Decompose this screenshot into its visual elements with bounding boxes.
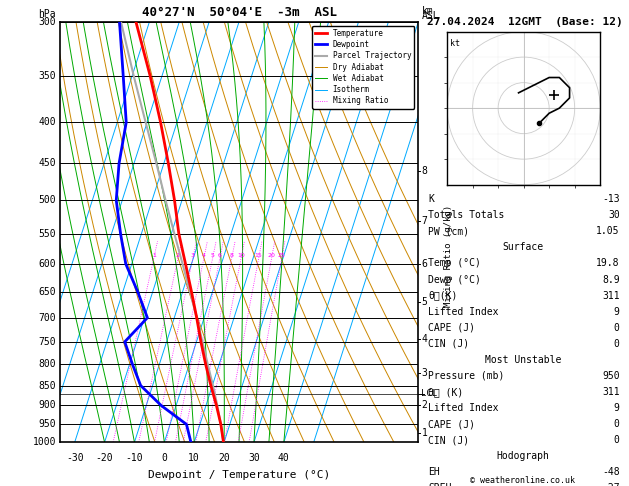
Text: 1: 1	[152, 253, 156, 258]
Text: 350: 350	[38, 70, 56, 81]
Text: 27.04.2024  12GMT  (Base: 12): 27.04.2024 12GMT (Base: 12)	[427, 17, 623, 27]
Text: 20: 20	[268, 253, 276, 258]
Text: 25: 25	[278, 253, 286, 258]
Text: 0: 0	[614, 339, 620, 349]
Text: 15: 15	[255, 253, 262, 258]
Text: K: K	[428, 194, 434, 204]
Text: 950: 950	[38, 419, 56, 429]
Text: 1.05: 1.05	[596, 226, 620, 236]
Text: Lifted Index: Lifted Index	[428, 307, 499, 317]
Text: 10: 10	[188, 453, 200, 463]
Text: CAPE (J): CAPE (J)	[428, 323, 476, 333]
Text: 5: 5	[421, 297, 427, 308]
Text: -20: -20	[96, 453, 113, 463]
Text: CIN (J): CIN (J)	[428, 435, 469, 445]
Text: 450: 450	[38, 158, 56, 169]
Text: -10: -10	[126, 453, 143, 463]
Text: 3: 3	[421, 368, 427, 378]
Text: 900: 900	[38, 400, 56, 411]
Text: 40: 40	[278, 453, 290, 463]
Text: 950: 950	[602, 371, 620, 381]
Text: 650: 650	[38, 287, 56, 297]
Text: hPa: hPa	[38, 9, 56, 19]
Text: EH: EH	[428, 467, 440, 477]
Text: 800: 800	[38, 359, 56, 369]
Text: 9: 9	[614, 403, 620, 413]
Text: 0: 0	[162, 453, 167, 463]
Text: Pressure (mb): Pressure (mb)	[428, 371, 505, 381]
Text: -27: -27	[602, 484, 620, 486]
Text: 0: 0	[614, 435, 620, 445]
Text: 10: 10	[237, 253, 245, 258]
Text: 9: 9	[614, 307, 620, 317]
Text: 300: 300	[38, 17, 56, 27]
Text: 750: 750	[38, 337, 56, 347]
Text: Lifted Index: Lifted Index	[428, 403, 499, 413]
Text: Dewpoint / Temperature (°C): Dewpoint / Temperature (°C)	[148, 469, 330, 480]
Text: 30: 30	[248, 453, 260, 463]
Text: 311: 311	[602, 291, 620, 300]
Text: LCL: LCL	[421, 389, 438, 398]
Text: SREH: SREH	[428, 484, 452, 486]
Text: PW (cm): PW (cm)	[428, 226, 469, 236]
Text: Mixing Ratio (g/kg): Mixing Ratio (g/kg)	[444, 205, 453, 308]
Text: 8.9: 8.9	[602, 275, 620, 284]
Text: 700: 700	[38, 312, 56, 323]
Text: 311: 311	[602, 387, 620, 397]
Text: 3: 3	[191, 253, 195, 258]
Text: Temp (°C): Temp (°C)	[428, 259, 481, 268]
Text: 1000: 1000	[33, 437, 56, 447]
Text: CIN (J): CIN (J)	[428, 339, 469, 349]
Text: 20: 20	[218, 453, 230, 463]
Text: 600: 600	[38, 259, 56, 269]
Title: 40°27'N  50°04'E  -3m  ASL: 40°27'N 50°04'E -3m ASL	[142, 6, 337, 19]
Text: 4: 4	[421, 334, 427, 345]
Text: 500: 500	[38, 195, 56, 205]
Text: km: km	[421, 6, 433, 16]
Text: 1: 1	[421, 429, 427, 438]
Text: © weatheronline.co.uk: © weatheronline.co.uk	[470, 475, 574, 485]
Text: Most Unstable: Most Unstable	[485, 355, 561, 365]
Text: Dewp (°C): Dewp (°C)	[428, 275, 481, 284]
Text: -13: -13	[602, 194, 620, 204]
Text: 400: 400	[38, 117, 56, 127]
Text: 0: 0	[614, 419, 620, 429]
Text: 19.8: 19.8	[596, 259, 620, 268]
Text: 5: 5	[211, 253, 214, 258]
Text: 2: 2	[176, 253, 180, 258]
Text: Hodograph: Hodograph	[496, 451, 550, 461]
Text: 8: 8	[421, 166, 427, 176]
Text: kt: kt	[450, 39, 460, 48]
Text: 8: 8	[230, 253, 233, 258]
Text: 4: 4	[202, 253, 206, 258]
Text: 7: 7	[421, 216, 427, 226]
Text: Surface: Surface	[503, 243, 543, 252]
Text: -48: -48	[602, 467, 620, 477]
Text: 6: 6	[218, 253, 222, 258]
Legend: Temperature, Dewpoint, Parcel Trajectory, Dry Adiabat, Wet Adiabat, Isotherm, Mi: Temperature, Dewpoint, Parcel Trajectory…	[312, 26, 415, 108]
Text: -30: -30	[66, 453, 84, 463]
Text: θᴇ(K): θᴇ(K)	[428, 291, 458, 300]
Text: Totals Totals: Totals Totals	[428, 210, 505, 220]
Text: ASL: ASL	[421, 11, 439, 21]
Text: 0: 0	[614, 323, 620, 333]
Text: 850: 850	[38, 381, 56, 391]
Text: 2: 2	[421, 400, 427, 411]
Text: CAPE (J): CAPE (J)	[428, 419, 476, 429]
Text: 550: 550	[38, 228, 56, 239]
Text: 30: 30	[608, 210, 620, 220]
Text: 6: 6	[421, 259, 427, 269]
Text: θᴇ (K): θᴇ (K)	[428, 387, 464, 397]
